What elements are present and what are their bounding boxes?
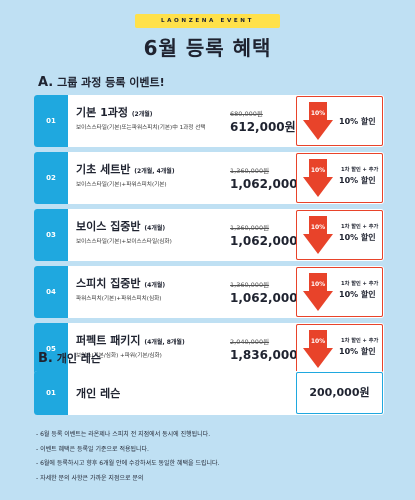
discount-label: 10% 할인 bbox=[339, 176, 376, 185]
extra-discount-note: 1차 할인 + 추가 bbox=[341, 224, 379, 230]
original-price: 680,000원 bbox=[230, 110, 263, 118]
discount-percent-badge: 10% bbox=[310, 338, 326, 345]
sale-price: 1,062,000원 bbox=[230, 234, 309, 248]
discount-box: 10% 10% 할인 bbox=[296, 96, 383, 146]
discount-label: 10% 할인 bbox=[339, 347, 376, 356]
course-name: 퍼펙트 패키지 (4개월, 8개월) bbox=[76, 332, 185, 348]
event-badge: LAONZENA EVENT bbox=[135, 14, 280, 28]
section-a-title: A. 그룹 과정 등록 이벤트! bbox=[38, 74, 165, 90]
discount-percent-badge: 10% bbox=[310, 110, 326, 117]
course-number: 05 bbox=[34, 323, 68, 375]
private-lesson-name: 개인 레슨 bbox=[76, 387, 121, 400]
extra-discount-note: 1차 할인 + 추가 bbox=[341, 338, 379, 344]
discount-percent-badge: 10% bbox=[310, 224, 326, 231]
sale-price: 1,062,000원 bbox=[230, 291, 309, 305]
private-lesson-price: 200,000원 bbox=[296, 372, 383, 414]
course-description: 보이스스타일(기본)+보이스스타일(심화) bbox=[76, 239, 172, 245]
private-lesson-row[interactable]: 01 개인 레슨 200,000원 bbox=[34, 371, 384, 415]
private-lesson-number: 01 bbox=[34, 371, 68, 415]
down-arrow-icon bbox=[303, 102, 333, 140]
original-price: 1,360,000원 bbox=[230, 281, 270, 289]
original-price: 1,360,000원 bbox=[230, 224, 270, 232]
course-number: 04 bbox=[34, 266, 68, 318]
note-item: - 6월에 등록하시고 향후 6개월 안에 수강하셔도 동일한 혜택을 드립니다… bbox=[36, 460, 220, 467]
course-number: 01 bbox=[34, 95, 68, 147]
section-b-prefix: B. bbox=[38, 351, 53, 366]
course-months: (4개월, 8개월) bbox=[144, 339, 185, 346]
down-arrow-icon bbox=[303, 159, 333, 197]
course-name-text: 기본 1과정 bbox=[76, 106, 128, 119]
discount-box: 10% 1차 할인 + 추가 10% 할인 bbox=[296, 210, 383, 260]
sale-price: 612,000원 bbox=[230, 120, 296, 134]
sale-price: 1,062,000원 bbox=[230, 177, 309, 191]
course-row[interactable]: 04 스피치 집중반 (4개월) 파워스피치(기본)+파워스피치(심화) 1,3… bbox=[34, 266, 384, 318]
discount-box: 10% 1차 할인 + 추가 10% 할인 bbox=[296, 153, 383, 203]
sale-price: 1,836,000원 bbox=[230, 348, 309, 362]
down-arrow-icon bbox=[303, 273, 333, 311]
course-name-text: 스피치 집중반 bbox=[76, 277, 141, 290]
original-price: 2,040,000원 bbox=[230, 338, 270, 346]
discount-label: 10% 할인 bbox=[339, 290, 376, 299]
course-number: 02 bbox=[34, 152, 68, 204]
course-name: 보이스 집중반 (4개월) bbox=[76, 218, 165, 234]
course-name-text: 퍼펙트 패키지 bbox=[76, 334, 141, 347]
note-item: - 이벤트 혜택은 등록일 기준으로 적용됩니다. bbox=[36, 445, 149, 453]
course-months: (4개월) bbox=[144, 282, 166, 289]
discount-label: 10% 할인 bbox=[339, 233, 376, 242]
page-title: 6월 등록 혜택 bbox=[143, 36, 272, 60]
course-row[interactable]: 02 기초 세트반 (2개월, 4개월) 보이스스타일(기본)+파워스피치(기본… bbox=[34, 152, 384, 204]
course-name: 스피치 집중반 (4개월) bbox=[76, 275, 165, 291]
section-a-label: 그룹 과정 등록 이벤트! bbox=[57, 76, 165, 89]
discount-box: 10% 1차 할인 + 추가 10% 할인 bbox=[296, 324, 383, 374]
section-b-heading: B. 개인 레슨 bbox=[38, 350, 101, 366]
course-description: 보이스스타일(기본)+파워스피치(기본) bbox=[76, 182, 167, 188]
original-price: 1,360,000원 bbox=[230, 167, 270, 175]
down-arrow-icon bbox=[303, 216, 333, 254]
notes-list: - 6월 등록 이벤트는 라온제나 스피치 전 지점에서 동시에 진행됩니다. … bbox=[36, 428, 386, 486]
course-row[interactable]: 01 기본 1과정 (2개월) 보이스스타일(기본)또는파워스피치(기본)中 1… bbox=[34, 95, 384, 147]
course-row[interactable]: 03 보이스 집중반 (4개월) 보이스스타일(기본)+보이스스타일(심화) 1… bbox=[34, 209, 384, 261]
course-row[interactable]: 05 퍼펙트 패키지 (4개월, 8개월) 보이스(기본/심화) +파워(기본/… bbox=[34, 323, 384, 375]
discount-label: 10% 할인 bbox=[339, 117, 376, 126]
discount-percent-badge: 10% bbox=[310, 167, 326, 174]
discount-box: 10% 1차 할인 + 추가 10% 할인 bbox=[296, 267, 383, 317]
course-description: 보이스(기본/심화) +파워(기본/심화) bbox=[76, 353, 162, 359]
note-item: - 자세한 문의 사항은 가까운 지점으로 문의 bbox=[36, 474, 144, 482]
down-arrow-icon bbox=[303, 330, 333, 368]
extra-discount-note: 1차 할인 + 추가 bbox=[341, 167, 379, 173]
extra-discount-note: 1차 할인 + 추가 bbox=[341, 281, 379, 287]
discount-percent-badge: 10% bbox=[310, 281, 326, 288]
course-name-text: 기초 세트반 bbox=[76, 163, 131, 176]
course-number: 03 bbox=[34, 209, 68, 261]
section-b-label: 개인 레슨 bbox=[56, 352, 102, 365]
note-item: - 6월 등록 이벤트는 라온제나 스피치 전 지점에서 동시에 진행됩니다. bbox=[36, 431, 211, 438]
course-name: 기본 1과정 (2개월) bbox=[76, 104, 153, 120]
course-name-text: 보이스 집중반 bbox=[76, 220, 141, 233]
section-a-prefix: A. bbox=[38, 75, 54, 90]
course-months: (4개월) bbox=[144, 225, 166, 232]
course-name: 기초 세트반 (2개월, 4개월) bbox=[76, 161, 175, 177]
course-months: (2개월) bbox=[131, 111, 153, 118]
course-months: (2개월, 4개월) bbox=[134, 168, 175, 175]
course-description: 보이스스타일(기본)또는파워스피치(기본)中 1과정 선택 bbox=[76, 125, 206, 131]
course-description: 파워스피치(기본)+파워스피치(심화) bbox=[76, 296, 162, 302]
